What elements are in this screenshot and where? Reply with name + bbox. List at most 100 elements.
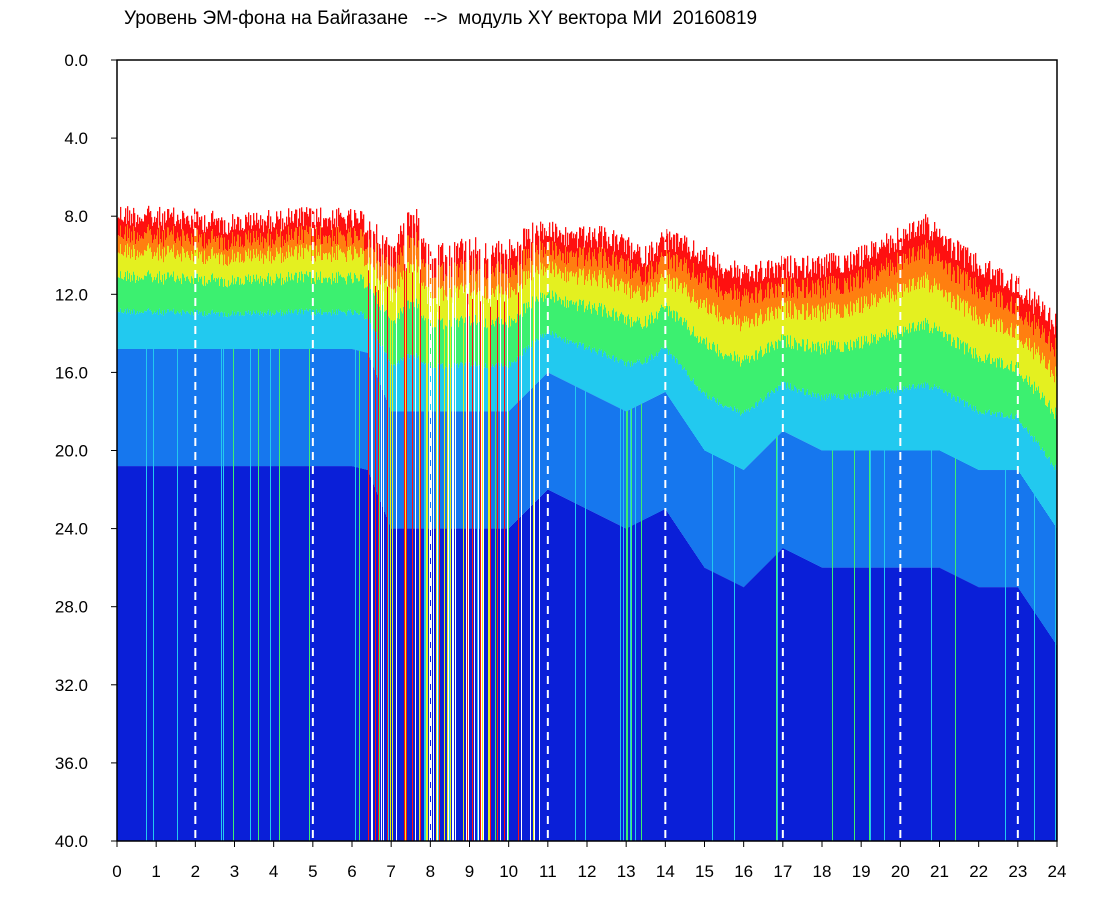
heatmap-column <box>311 228 313 841</box>
heatmap-cell <box>588 252 590 275</box>
heatmap-cell <box>207 228 209 246</box>
heatmap-cell <box>595 309 597 352</box>
heatmap-cell <box>735 290 737 318</box>
heatmap-cell <box>244 466 246 841</box>
heatmap-column <box>368 270 370 841</box>
heatmap-cell <box>367 230 369 248</box>
heatmap-cell <box>671 401 673 519</box>
heatmap-cell <box>655 271 657 291</box>
heatmap-column <box>248 212 250 841</box>
heatmap-cell <box>672 519 674 841</box>
heatmap-cell <box>248 248 250 275</box>
heatmap-cell <box>451 257 453 277</box>
heatmap-cell <box>187 348 189 467</box>
heatmap-cell <box>262 236 264 254</box>
heatmap-cell <box>746 316 748 356</box>
heatmap-column <box>568 244 570 841</box>
heatmap-cell <box>760 397 762 454</box>
heatmap-cell <box>700 336 702 389</box>
heatmap-cell <box>583 507 585 841</box>
heatmap-cell <box>461 282 463 316</box>
heatmap-cell <box>224 237 226 255</box>
heatmap-cell <box>762 324 764 357</box>
heatmap-cell <box>636 271 638 292</box>
heatmap-column <box>274 227 276 841</box>
heatmap-column <box>708 267 710 841</box>
heatmap-cell <box>651 515 653 841</box>
heatmap-cell <box>622 258 624 282</box>
heatmap-cell <box>353 259 355 283</box>
heatmap-column <box>431 304 433 841</box>
heatmap-cell <box>369 283 371 319</box>
heatmap-cell <box>354 466 356 841</box>
heatmap-cell <box>358 281 360 315</box>
heatmap-cell <box>714 455 716 573</box>
heatmap-column <box>356 218 358 841</box>
heatmap-cell <box>688 374 690 427</box>
heatmap-cell <box>291 348 293 467</box>
heatmap-cell <box>512 249 514 270</box>
heatmap-cell <box>580 388 582 506</box>
heatmap-cell <box>544 227 546 247</box>
heatmap-cell <box>571 271 573 301</box>
heatmap-cell <box>438 319 440 364</box>
heatmap-cell <box>502 366 504 412</box>
heatmap-cell <box>531 280 533 309</box>
heatmap-cell <box>386 278 388 310</box>
heatmap-cell <box>733 298 735 325</box>
heatmap-cell <box>219 348 221 467</box>
heatmap-cell <box>739 356 741 411</box>
heatmap-cell <box>599 270 601 303</box>
heatmap-cell <box>243 230 245 248</box>
heatmap-cell <box>456 245 458 267</box>
heatmap-cell <box>432 298 434 328</box>
heatmap-cell <box>369 239 371 258</box>
heatmap-cell <box>123 221 125 240</box>
heatmap-cell <box>520 399 522 517</box>
heatmap-cell <box>363 312 365 352</box>
heatmap-cell <box>753 278 755 300</box>
heatmap-cell <box>202 315 204 349</box>
heatmap-cell <box>501 286 503 319</box>
heatmap-cell <box>304 466 306 841</box>
heatmap-column <box>700 250 702 841</box>
heatmap-cell <box>515 404 517 522</box>
heatmap-cell <box>738 584 740 841</box>
heatmap-column <box>261 225 263 841</box>
heatmap-cell <box>469 260 471 284</box>
heatmap-cell <box>464 292 466 323</box>
heatmap-cell <box>459 320 461 365</box>
heatmap-cell <box>682 250 684 272</box>
heatmap-cell <box>269 466 271 841</box>
heatmap-column <box>640 257 642 841</box>
heatmap-cell <box>360 351 362 469</box>
heatmap-cell <box>622 314 624 361</box>
heatmap-cell <box>255 281 257 315</box>
heatmap-cell <box>772 391 774 442</box>
heatmap-cell <box>137 466 139 841</box>
heatmap-cell <box>337 314 339 349</box>
heatmap-cell <box>152 225 154 243</box>
heatmap-column <box>517 241 519 841</box>
heatmap-column <box>426 286 428 842</box>
heatmap-cell <box>409 226 411 249</box>
heatmap-cell <box>724 294 726 320</box>
heatmap-cell <box>581 235 583 256</box>
heatmap-cell <box>749 327 751 363</box>
heatmap-column <box>281 231 283 841</box>
heatmap-cell <box>182 273 184 310</box>
heatmap-cell <box>135 282 137 315</box>
heatmap-cell <box>650 278 652 298</box>
heatmap-cell <box>626 294 628 325</box>
heatmap-cell <box>143 221 145 239</box>
heatmap-cell <box>142 238 144 256</box>
heatmap-cell <box>175 348 177 467</box>
heatmap-cell <box>434 411 436 529</box>
heatmap-cell <box>710 313 712 350</box>
heatmap-cell <box>322 244 324 261</box>
heatmap-cell <box>634 407 636 525</box>
heatmap-column <box>427 304 429 842</box>
heatmap-cell <box>579 388 581 506</box>
heatmap-cell <box>508 298 510 328</box>
heatmap-cell <box>265 255 267 280</box>
